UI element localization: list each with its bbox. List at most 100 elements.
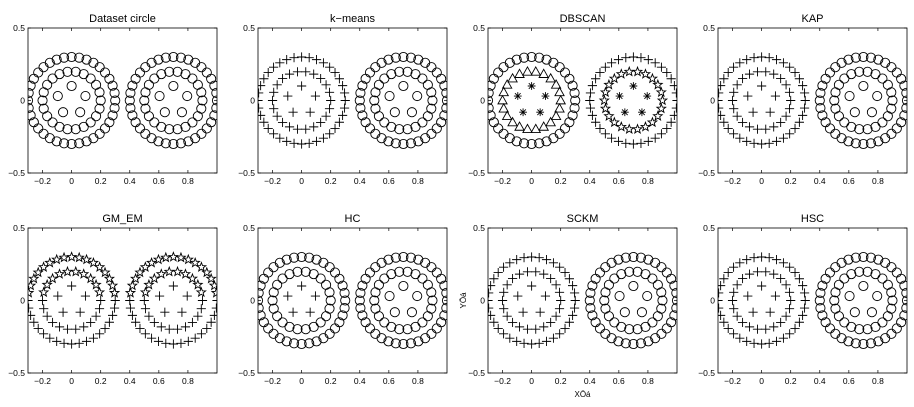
data-point-left-inner [757, 81, 767, 91]
data-point-right-middle [829, 95, 840, 106]
data-point-right-outer [413, 136, 424, 147]
data-point-left-outer [723, 323, 733, 334]
data-point-left-outer [541, 255, 552, 265]
data-point-left-outer [44, 256, 56, 268]
data-point-right-outer [628, 52, 638, 62]
data-point-left-middle [531, 267, 541, 277]
point-layer [718, 51, 907, 150]
data-point-left-middle [501, 110, 513, 121]
data-point-left-outer [526, 138, 537, 150]
data-point-right-inner [872, 290, 883, 302]
data-point-left-inner [535, 307, 545, 317]
data-point-left-inner [765, 307, 775, 317]
data-point-left-middle [507, 72, 518, 83]
data-point-right-middle [656, 303, 667, 314]
data-point-left-middle [514, 68, 525, 78]
x-tick-label: 0.6 [613, 176, 625, 186]
data-point-right-outer [405, 338, 417, 349]
data-point-right-outer [145, 256, 158, 268]
data-point-left-outer [719, 74, 729, 84]
data-point-left-middle [309, 122, 319, 132]
x-tick-label: 0.8 [872, 376, 884, 386]
y-tick-label: 0 [480, 96, 485, 106]
data-point-right-outer [636, 138, 646, 148]
data-point-right-outer [666, 117, 676, 127]
data-point-right-middle [197, 295, 208, 306]
data-point-right-outer [830, 262, 841, 273]
data-point-left-outer [281, 336, 292, 347]
data-point-left-outer [297, 52, 307, 62]
data-point-left-inner [527, 82, 536, 90]
data-point-left-middle [507, 317, 518, 328]
data-point-right-outer [585, 95, 595, 106]
y-tick-label: 0.5 [243, 223, 255, 233]
data-point-right-inner [182, 90, 193, 102]
data-point-right-outer [209, 310, 217, 320]
data-point-left-outer [790, 123, 800, 134]
data-point-left-middle [554, 102, 565, 113]
data-point-left-outer [526, 51, 537, 63]
data-point-left-outer [318, 58, 329, 68]
data-point-left-outer [723, 67, 733, 78]
data-point-right-inner [642, 290, 653, 302]
data-point-left-outer [512, 336, 522, 346]
data-point-left-outer [275, 133, 285, 143]
y-tick-label: 0 [710, 96, 715, 106]
data-point-left-outer [334, 117, 344, 127]
data-point-right-outer [153, 136, 164, 147]
data-point-right-outer [355, 287, 366, 298]
data-point-left-middle [316, 73, 326, 84]
data-point-left-outer [268, 62, 279, 72]
data-point-left-outer [534, 338, 544, 348]
data-point-right-outer [398, 51, 409, 63]
data-point-right-middle [882, 79, 893, 90]
x-tick-label: 0.4 [124, 376, 136, 386]
x-tick-label: 0.6 [383, 176, 395, 186]
data-point-right-middle [609, 273, 620, 284]
data-point-left-outer [281, 254, 292, 265]
data-point-left-outer [749, 253, 759, 263]
data-point-right-outer [130, 272, 142, 284]
data-point-right-outer [656, 328, 667, 339]
data-point-right-outer [901, 87, 907, 98]
data-point-right-middle [379, 73, 390, 84]
data-point-left-outer [757, 139, 767, 149]
data-point-left-outer [288, 252, 300, 263]
data-point-right-outer [901, 95, 907, 106]
data-point-right-outer [131, 317, 141, 327]
data-point-right-outer [420, 257, 431, 268]
data-point-left-outer [340, 295, 351, 306]
data-point-right-middle [646, 72, 659, 84]
data-point-left-middle [292, 124, 303, 134]
data-point-left-middle [54, 121, 65, 132]
data-point-left-middle [784, 304, 795, 314]
data-point-left-middle [744, 322, 755, 332]
x-tick-label: 0.8 [412, 376, 424, 386]
data-point-right-outer [669, 280, 677, 291]
data-point-left-middle [727, 95, 738, 106]
data-point-left-middle [499, 304, 509, 314]
data-point-right-middle [657, 295, 668, 306]
data-point-right-middle [386, 121, 397, 132]
data-point-right-outer [886, 128, 897, 139]
data-point-left-outer [785, 262, 795, 272]
data-point-left-inner [748, 107, 758, 117]
data-point-right-outer [628, 338, 639, 350]
data-point-left-outer [104, 117, 115, 128]
data-point-right-outer [606, 58, 617, 68]
subplot-title: DBSCAN [560, 13, 606, 25]
data-point-right-inner [858, 280, 869, 292]
data-point-left-middle [498, 102, 510, 113]
point-layer [28, 251, 217, 349]
data-point-right-middle [632, 324, 643, 335]
data-point-left-middle [292, 266, 303, 277]
x-tick-label: −0.2 [494, 376, 511, 386]
data-point-left-middle [42, 111, 53, 122]
data-point-right-outer [669, 310, 677, 321]
data-point-right-outer [891, 67, 902, 78]
data-point-left-middle [786, 295, 796, 306]
data-point-left-outer [771, 336, 782, 346]
data-point-left-middle [514, 269, 525, 279]
data-point-right-outer [880, 57, 891, 68]
